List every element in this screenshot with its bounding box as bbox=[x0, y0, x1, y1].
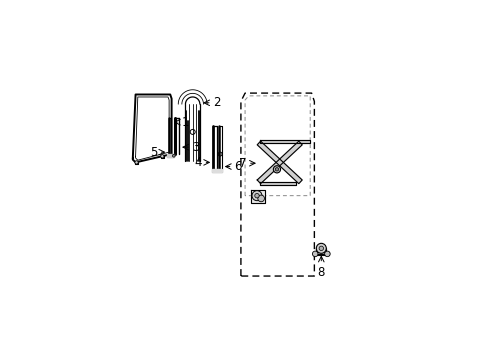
Text: 2: 2 bbox=[213, 96, 220, 109]
Text: 7: 7 bbox=[239, 157, 246, 170]
Circle shape bbox=[324, 251, 329, 257]
Polygon shape bbox=[316, 248, 325, 254]
Circle shape bbox=[257, 195, 264, 202]
Circle shape bbox=[161, 155, 163, 158]
Text: 1: 1 bbox=[181, 116, 188, 129]
Text: 3: 3 bbox=[192, 141, 200, 154]
Polygon shape bbox=[167, 154, 173, 157]
Circle shape bbox=[172, 154, 175, 157]
Text: 4: 4 bbox=[194, 156, 202, 169]
Polygon shape bbox=[257, 141, 302, 184]
Circle shape bbox=[254, 193, 259, 198]
Text: 6: 6 bbox=[233, 160, 241, 173]
Polygon shape bbox=[257, 141, 302, 184]
Text: 5: 5 bbox=[149, 146, 157, 159]
Text: 8: 8 bbox=[317, 266, 325, 279]
Circle shape bbox=[273, 166, 280, 173]
Circle shape bbox=[135, 161, 138, 164]
Circle shape bbox=[319, 246, 323, 251]
Circle shape bbox=[251, 191, 262, 201]
Polygon shape bbox=[251, 190, 265, 203]
Circle shape bbox=[275, 168, 278, 171]
Polygon shape bbox=[313, 252, 328, 255]
Polygon shape bbox=[212, 169, 222, 172]
Circle shape bbox=[312, 251, 317, 257]
Circle shape bbox=[316, 243, 325, 253]
Polygon shape bbox=[260, 140, 309, 143]
Polygon shape bbox=[260, 181, 296, 185]
